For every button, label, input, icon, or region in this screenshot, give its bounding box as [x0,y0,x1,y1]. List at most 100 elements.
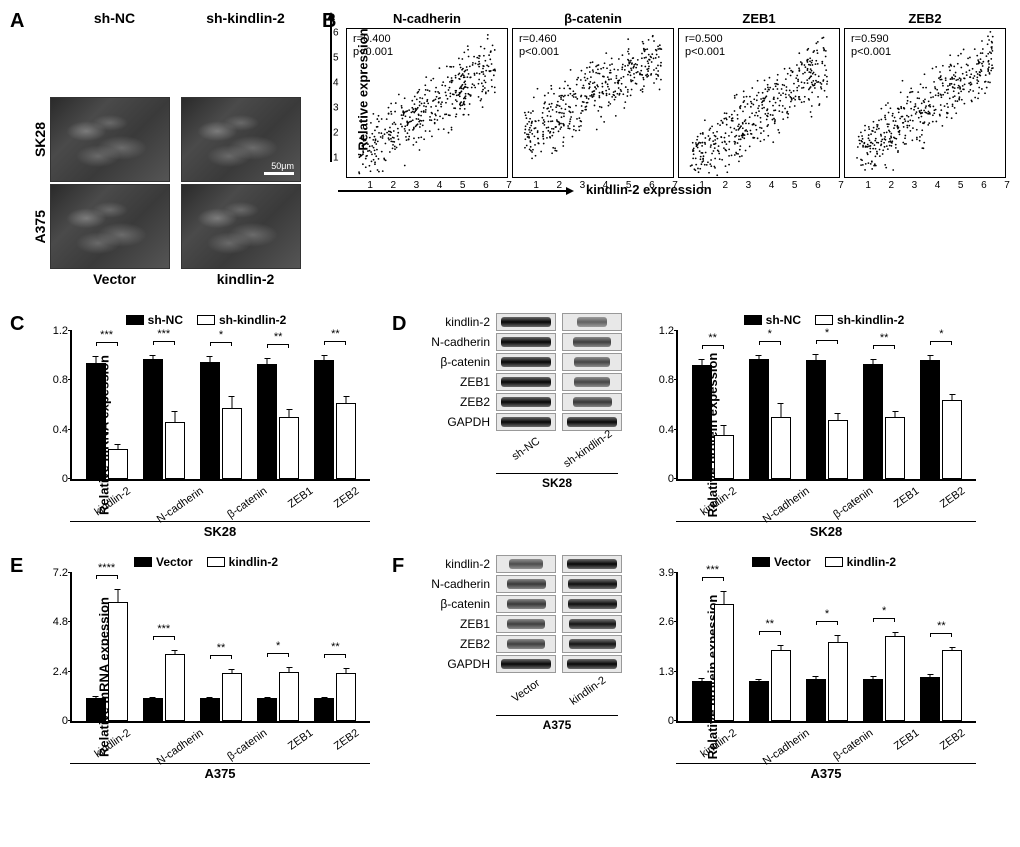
scatter-row: N-cadherin r=0.400p<0.001 1234567123456 … [346,28,1010,178]
blot-cell-label: A375 [496,715,618,732]
bar-black [314,360,334,479]
micro-sk28-shk2: 50μm [181,97,301,182]
x-label: N-cadherin [154,485,205,526]
bar-white [336,673,356,721]
cell-line-label: SK28 [70,521,370,539]
col-label-k2: kindlin-2 [181,271,310,287]
bar-black [920,677,940,721]
blot-lane-label: sh-kindlin-2 [560,427,616,471]
micro-a375-k2 [181,184,301,269]
blot-protein-label: N-cadherin [418,577,490,591]
bar-white [279,672,299,721]
blot-lane [562,575,622,593]
blot-protein-label: ZEB2 [418,395,490,409]
panel-d-legend: sh-NC sh-kindlin-2 [638,313,1010,327]
bar-white [222,673,242,721]
bar-white [942,650,962,721]
bar-white [222,408,242,479]
blot-protein-label: β-catenin [418,355,490,369]
panel-d: D kindlin-2N-cadherinβ-cateninZEB1ZEB2GA… [392,313,1010,539]
bar-black [692,681,712,721]
blot-row: kindlin-2 [418,313,622,331]
bar-black [863,364,883,479]
bar-black [86,363,106,479]
bar-black [806,360,826,479]
bar-group: ** [257,364,299,479]
bar-white [108,449,128,479]
scatter-title: ZEB1 [742,11,775,26]
bar-black [692,365,712,479]
blot-row: ZEB1 [418,615,622,633]
panel-f: F kindlin-2N-cadherinβ-cateninZEB1ZEB2GA… [392,555,1010,781]
panel-d-label: D [392,313,406,336]
panel-c: C sh-NC sh-kindlin-2 Relative mRNA expes… [10,313,380,539]
panel-c-legend: sh-NC sh-kindlin-2 [32,313,380,327]
micro-a375-vector [50,184,170,269]
panel-e: E Vector kindlin-2 Relative mRNA expessi… [10,555,380,781]
blot-lane [562,393,622,411]
blot-row: kindlin-2 [418,555,622,573]
x-label: ZEB2 [332,485,361,511]
y-axis-arrow [324,12,338,162]
blot-lane [496,595,556,613]
bar-black [257,364,277,479]
blot-protein-label: N-cadherin [418,335,490,349]
bar-chart-f: Relative protein expession 01.32.63.9 **… [638,573,1010,781]
bar-white [942,400,962,479]
col-label-shnc: sh-NC [50,10,179,95]
bar-group: *** [143,654,185,721]
swatch-white [825,557,843,567]
bar-group: * [806,642,848,721]
bar-white [771,417,791,480]
bar-group: * [749,359,791,479]
x-label: ZEB2 [938,485,967,511]
x-label: N-cadherin [760,485,811,526]
row-label-sk28: SK28 [32,122,48,157]
cell-line-label: A375 [676,763,976,781]
bar-white [885,636,905,721]
panel-f-label: F [392,555,404,578]
blot-f: kindlin-2N-cadherinβ-cateninZEB1ZEB2GAPD… [418,555,622,781]
bar-group: *** [143,359,185,479]
bar-black [143,698,163,721]
blot-row: β-catenin [418,595,622,613]
blot-row: GAPDH [418,413,622,431]
swatch-black [126,315,144,325]
scatter-title: N-cadherin [393,11,461,26]
bar-white [714,435,734,479]
bar-black [920,360,940,479]
blot-protein-label: ZEB1 [418,617,490,631]
blot-lane [496,333,556,351]
bar-chart-e: Relative mRNA expession 02.44.87.2 **** … [32,573,380,781]
blot-protein-label: ZEB2 [418,637,490,651]
bar-group: **** [86,602,128,721]
swatch-black [134,557,152,567]
x-label: ZEB2 [938,727,967,753]
bar-black [806,679,826,721]
blot-protein-label: GAPDH [418,415,490,429]
bar-group: ** [314,360,356,479]
bar-black [200,362,220,480]
blot-row: β-catenin [418,353,622,371]
col-label-shk2: sh-kindlin-2 [181,10,310,95]
bar-white [108,602,128,721]
bar-group: ** [749,650,791,721]
bar-group: * [920,360,962,479]
bar-white [279,417,299,480]
micro-sk28-shnc [50,97,170,182]
bar-black [257,698,277,721]
scatter-title: β-catenin [564,11,622,26]
blot-lane [496,575,556,593]
bar-black [314,698,334,721]
blot-cell-label: SK28 [496,473,618,490]
blot-row: N-cadherin [418,575,622,593]
blot-row: ZEB2 [418,393,622,411]
bar-white [828,420,848,479]
blot-lane [496,615,556,633]
blot-lane [562,333,622,351]
x-label: N-cadherin [154,727,205,768]
cell-line-label: A375 [70,763,370,781]
figure: A sh-NC sh-kindlin-2 SK28 50μm A375 Vect… [10,10,1010,781]
blot-lane [496,353,556,371]
scatter-title: ZEB2 [908,11,941,26]
